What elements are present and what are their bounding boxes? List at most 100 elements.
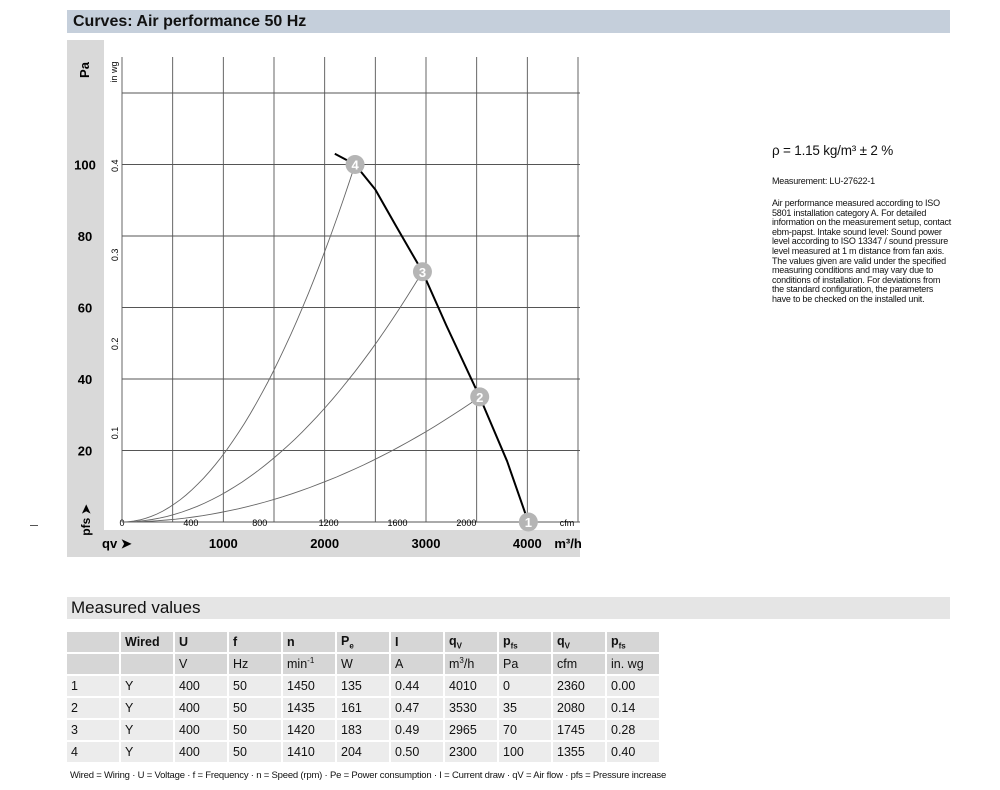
- x-unit-label: m³/h: [554, 536, 582, 551]
- y-tick-label: 40: [78, 372, 92, 387]
- operating-point-label: 1: [525, 515, 532, 530]
- table-cell: 70: [499, 720, 553, 742]
- table-cell: 100: [499, 742, 553, 764]
- table-cell: 0.40: [607, 742, 661, 764]
- operating-point-marker: [345, 155, 365, 174]
- x-tick-label: 4000: [513, 536, 542, 551]
- table-cell: qV: [553, 632, 607, 654]
- x-tick-label: 2000: [310, 536, 339, 551]
- measurement-id: Measurement: LU-27622-1: [772, 176, 875, 186]
- table-cell: 400: [175, 720, 229, 742]
- table-cell: 161: [337, 698, 391, 720]
- y-axis-label-bottom: pfs ➤: [79, 503, 93, 535]
- operating-point-marker: [470, 387, 490, 407]
- y-tick-label: 100: [74, 158, 96, 173]
- table-cell: 0.50: [391, 742, 445, 764]
- fan-curve: [334, 152, 530, 523]
- table-cell: Hz: [229, 654, 283, 676]
- table-cell: Y: [121, 742, 175, 764]
- table-cell: 50: [229, 742, 283, 764]
- table-row: 3 Y 400 50 1420 183 0.49 2965 70 1745 0.28: [67, 720, 661, 742]
- table-cell: 4010: [445, 676, 499, 698]
- table-cell: pfs: [607, 632, 661, 654]
- table-cell: 0.47: [391, 698, 445, 720]
- y-tick-label: 20: [78, 444, 92, 459]
- operating-point-label: 4: [351, 158, 359, 173]
- x2-tick-label: 1200: [319, 518, 339, 528]
- table-cell: 400: [175, 676, 229, 698]
- x2-unit-label: cfm: [560, 518, 575, 528]
- table-cell: V: [175, 654, 229, 676]
- table-cell: f: [229, 632, 283, 654]
- table-cell: 2080: [553, 698, 607, 720]
- operating-point-label: 3: [419, 265, 426, 280]
- divider: [30, 525, 38, 526]
- table-cell: 50: [229, 698, 283, 720]
- x2-tick-label: 400: [183, 518, 198, 528]
- table-cell: Pe: [337, 632, 391, 654]
- x-axis-panel: [67, 530, 580, 557]
- y2-tick-label: 0.2: [110, 338, 120, 351]
- table-cell: A: [391, 654, 445, 676]
- table-cell: 183: [337, 720, 391, 742]
- y-tick-label: 80: [78, 229, 92, 244]
- table-cell: 135: [337, 676, 391, 698]
- table-cell: 0.49: [391, 720, 445, 742]
- table-cell: [121, 654, 175, 676]
- measurement-note: Air performance measured according to IS…: [772, 198, 952, 304]
- table-cell: 0.14: [607, 698, 661, 720]
- x2-tick-label: 2000: [456, 518, 476, 528]
- table-cell: 50: [229, 720, 283, 742]
- table-row: 1 Y 400 50 1450 135 0.44 4010 0 2360 0.00: [67, 676, 661, 698]
- table-row: 2 Y 400 50 1435 161 0.47 3530 35 2080 0.14: [67, 698, 661, 720]
- table-cell: 0.28: [607, 720, 661, 742]
- table-cell: 1355: [553, 742, 607, 764]
- table-cell: 35: [499, 698, 553, 720]
- y-axis-label: Pa: [77, 61, 92, 78]
- system-curve-3: [121, 271, 423, 523]
- table-cell: 1450: [283, 676, 337, 698]
- table-cell: qV: [445, 632, 499, 654]
- operating-point-marker: [518, 512, 538, 532]
- x2-tick-label: 800: [252, 518, 267, 528]
- operating-point-marker: [412, 262, 432, 282]
- table-cell: 2300: [445, 742, 499, 764]
- table-cell: 1410: [283, 742, 337, 764]
- system-curve-4: [121, 164, 356, 523]
- density-label: ρ = 1.15 kg/m³ ± 2 %: [772, 143, 894, 158]
- system-curve-2: [121, 396, 480, 523]
- table-cell: m3/h: [445, 654, 499, 676]
- y2-axis-label: in wg: [109, 61, 119, 82]
- table-cell: 1435: [283, 698, 337, 720]
- table-cell: cfm: [553, 654, 607, 676]
- table-cell: 50: [229, 676, 283, 698]
- table-cell: I: [391, 632, 445, 654]
- table-cell: Pa: [499, 654, 553, 676]
- table-cell: pfs: [499, 632, 553, 654]
- x-tick-label: 1000: [209, 536, 238, 551]
- x-tick-label: 3000: [412, 536, 441, 551]
- table-cell: 2360: [553, 676, 607, 698]
- table-cell: in. wg: [607, 654, 661, 676]
- table-cell: Y: [121, 698, 175, 720]
- table-cell: 0: [499, 676, 553, 698]
- table-cell: 2: [67, 698, 121, 720]
- table-cell: 4: [67, 742, 121, 764]
- table-cell: 400: [175, 698, 229, 720]
- table-cell: 400: [175, 742, 229, 764]
- y2-tick-label: 0.3: [110, 249, 120, 262]
- table-legend: Wired = Wiring · U = Voltage · f = Frequ…: [70, 770, 667, 781]
- table-row: 4 Y 400 50 1410 204 0.50 2300 100 1355 0.40: [67, 742, 661, 764]
- y-tick-label: 60: [78, 301, 92, 316]
- x2-tick-label: 1600: [387, 518, 407, 528]
- table-cell: 1: [67, 676, 121, 698]
- x2-tick-label: 0: [119, 518, 124, 528]
- table-cell: 204: [337, 742, 391, 764]
- table-cell: 0.00: [607, 676, 661, 698]
- table-cell: [67, 654, 121, 676]
- table-cell: 2965: [445, 720, 499, 742]
- section-title-measured: Measured values: [67, 597, 950, 619]
